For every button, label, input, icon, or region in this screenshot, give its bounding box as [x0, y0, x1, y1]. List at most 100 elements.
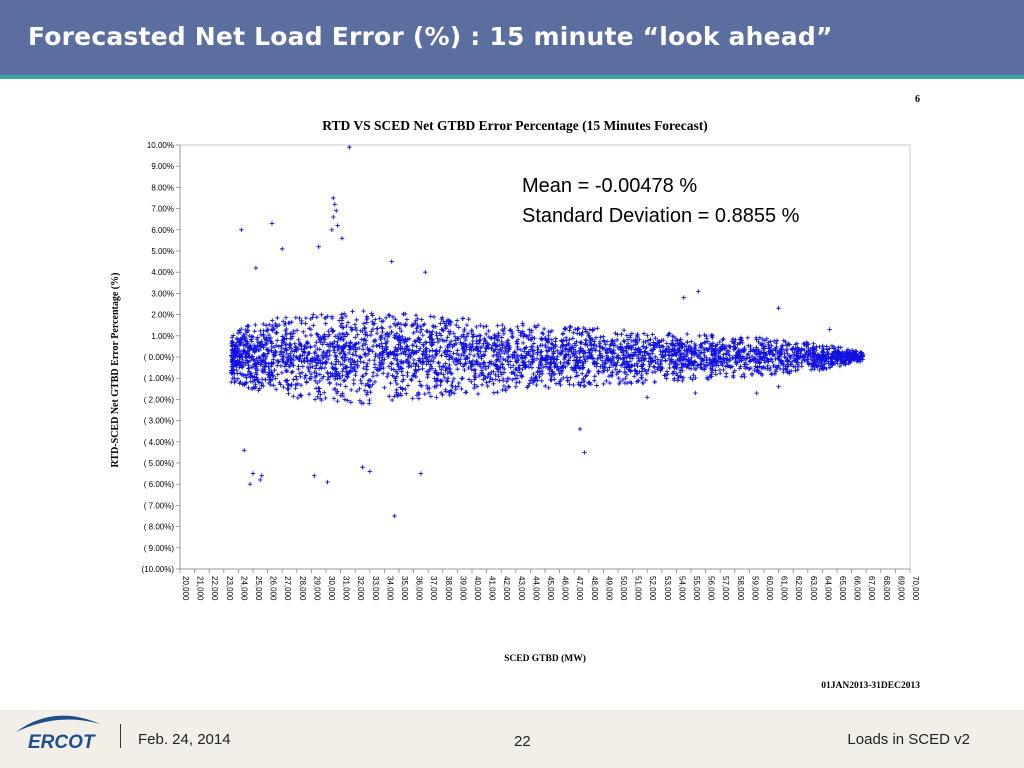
data-point	[498, 354, 503, 359]
data-point	[596, 368, 601, 374]
data-point	[348, 400, 354, 405]
data-point	[400, 373, 406, 378]
data-point	[651, 347, 656, 352]
data-point	[436, 360, 441, 366]
data-point	[442, 350, 447, 356]
data-point	[488, 375, 493, 381]
outlier-point	[339, 236, 345, 241]
data-point	[377, 316, 382, 321]
outlier-point	[329, 227, 335, 232]
y-tick-label: 6.00%	[151, 226, 174, 235]
data-point	[302, 356, 307, 361]
data-point	[773, 340, 779, 346]
data-point	[237, 342, 242, 348]
data-point	[382, 357, 387, 362]
data-point	[418, 359, 423, 364]
data-point	[493, 372, 498, 378]
data-point	[466, 377, 472, 382]
data-point	[668, 341, 674, 346]
outlier-point	[331, 195, 336, 201]
data-point	[353, 347, 359, 352]
data-point	[837, 363, 843, 369]
data-point	[481, 361, 486, 366]
data-point	[322, 315, 328, 321]
data-point	[320, 335, 326, 341]
scatter-chart: 6 RTD VS SCED Net GTBD Error Percentage …	[110, 94, 920, 691]
data-point	[247, 346, 252, 351]
data-point	[679, 345, 684, 350]
data-point	[557, 379, 563, 384]
data-point	[622, 370, 627, 375]
data-point	[643, 368, 649, 374]
data-point	[371, 370, 376, 375]
data-point	[781, 362, 786, 368]
data-point	[229, 339, 235, 345]
data-point	[500, 361, 505, 367]
data-point	[347, 370, 353, 375]
data-point	[418, 383, 423, 388]
data-point	[267, 322, 272, 327]
data-point	[495, 323, 500, 328]
data-point	[387, 313, 392, 318]
data-point	[669, 357, 674, 362]
data-point	[510, 352, 516, 357]
data-point	[538, 350, 543, 355]
data-point	[735, 349, 741, 355]
data-point	[483, 349, 488, 354]
data-point	[805, 359, 810, 365]
data-point	[595, 356, 600, 362]
data-point	[686, 356, 691, 362]
data-point	[312, 343, 318, 349]
data-point	[467, 351, 473, 357]
data-point	[379, 335, 384, 340]
data-point	[581, 383, 587, 388]
data-point	[804, 344, 809, 349]
data-point	[237, 328, 242, 333]
data-point	[235, 346, 241, 351]
data-point	[587, 380, 592, 385]
data-point	[365, 351, 371, 357]
data-point	[317, 396, 323, 401]
data-point	[258, 332, 264, 337]
data-point	[677, 340, 683, 346]
outlier-point	[280, 246, 285, 252]
data-point	[651, 364, 656, 369]
data-point	[459, 386, 464, 392]
data-point	[390, 373, 395, 378]
data-point	[539, 378, 544, 384]
y-tick-label: ( 9.00%)	[144, 544, 175, 553]
data-point	[799, 360, 804, 366]
data-point	[577, 355, 583, 360]
data-point	[471, 353, 477, 358]
data-point	[437, 337, 443, 343]
data-point	[384, 374, 390, 379]
x-tick-label: 54,000	[677, 576, 686, 601]
data-point	[404, 347, 409, 352]
data-point	[474, 359, 480, 364]
data-point	[616, 375, 621, 381]
data-point	[325, 377, 331, 382]
data-point	[474, 334, 479, 339]
data-point	[298, 383, 304, 388]
data-point	[486, 328, 491, 334]
data-point	[329, 361, 334, 366]
data-point	[378, 351, 383, 357]
data-point	[281, 336, 286, 342]
data-point	[482, 353, 487, 358]
data-point	[455, 348, 460, 353]
data-point	[640, 353, 645, 358]
data-point	[528, 347, 534, 352]
data-point	[752, 356, 757, 361]
data-point	[475, 351, 481, 357]
data-point	[732, 368, 738, 373]
data-point	[754, 345, 759, 350]
data-point	[314, 340, 319, 345]
data-point	[653, 359, 658, 365]
data-point	[621, 328, 627, 333]
data-point	[390, 314, 396, 320]
data-point	[626, 352, 631, 358]
data-point	[476, 373, 482, 379]
data-point	[383, 315, 389, 321]
data-point	[270, 323, 275, 329]
data-point	[782, 351, 787, 357]
